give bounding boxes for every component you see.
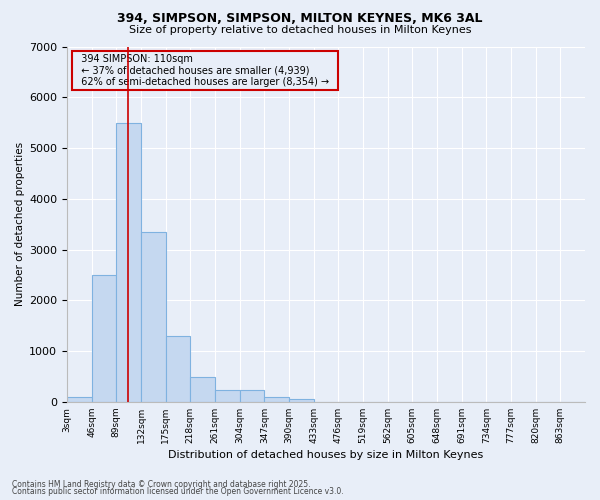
- Bar: [215, 390, 239, 402]
- Bar: [141, 232, 166, 402]
- Bar: [239, 390, 265, 402]
- Title: 394, SIMPSON, SIMPSON, MILTON KEYNES, MK6 3AL
Size of property relative to detac: 394, SIMPSON, SIMPSON, MILTON KEYNES, MK…: [0, 499, 1, 500]
- Bar: [92, 275, 116, 402]
- Text: Contains HM Land Registry data © Crown copyright and database right 2025.: Contains HM Land Registry data © Crown c…: [12, 480, 311, 489]
- Bar: [67, 398, 92, 402]
- Text: Size of property relative to detached houses in Milton Keynes: Size of property relative to detached ho…: [129, 25, 471, 35]
- Y-axis label: Number of detached properties: Number of detached properties: [15, 142, 25, 306]
- Text: 394 SIMPSON: 110sqm
  ← 37% of detached houses are smaller (4,939)
  62% of semi: 394 SIMPSON: 110sqm ← 37% of detached ho…: [75, 54, 335, 87]
- Bar: [265, 398, 289, 402]
- Bar: [116, 122, 141, 402]
- Text: 394, SIMPSON, SIMPSON, MILTON KEYNES, MK6 3AL: 394, SIMPSON, SIMPSON, MILTON KEYNES, MK…: [117, 12, 483, 26]
- Bar: [190, 377, 215, 402]
- Bar: [289, 400, 314, 402]
- X-axis label: Distribution of detached houses by size in Milton Keynes: Distribution of detached houses by size …: [169, 450, 484, 460]
- Text: Contains public sector information licensed under the Open Government Licence v3: Contains public sector information licen…: [12, 488, 344, 496]
- Bar: [166, 336, 190, 402]
